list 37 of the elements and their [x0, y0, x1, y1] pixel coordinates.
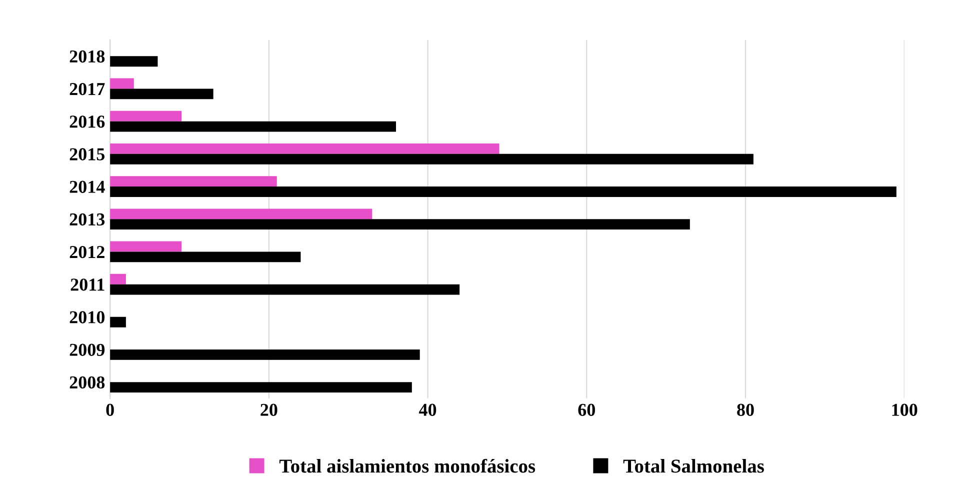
legend-label: Total aislamientos monofásicos: [279, 458, 536, 473]
x-tick-label: 100: [892, 404, 918, 416]
x-tick-label: 40: [419, 404, 436, 416]
bar: [110, 241, 182, 252]
x-tick-label: 80: [737, 404, 754, 416]
bar: [110, 219, 690, 230]
x-tick-label: 0: [106, 404, 114, 416]
bar: [110, 143, 500, 154]
legend-label: Total Salmonelas: [623, 459, 764, 473]
bar: [110, 284, 460, 295]
y-tick-label: 2010: [70, 311, 105, 324]
bar: [110, 154, 754, 164]
x-tick-label: 20: [260, 404, 278, 416]
bar: [110, 176, 277, 187]
y-tick-label: 2013: [70, 213, 105, 226]
y-tick-label: 2008: [70, 376, 105, 389]
y-tick-label: 2017: [70, 82, 105, 96]
bar: [110, 186, 896, 197]
bar: [110, 316, 126, 328]
bar: [110, 208, 372, 220]
bar: [110, 56, 158, 67]
bar: [110, 382, 412, 393]
y-tick-label: 2012: [70, 246, 104, 258]
bar: [110, 88, 214, 100]
bar: [110, 110, 182, 122]
bar: [110, 252, 301, 262]
y-tick-label: 2018: [70, 50, 105, 63]
x-tick-label: 60: [578, 404, 595, 416]
y-tick-label: 2016: [70, 116, 105, 128]
y-tick-label: 2009: [70, 344, 105, 356]
y-tick-label: 2011: [70, 278, 104, 291]
bar: [110, 78, 134, 89]
y-tick-label: 2015: [70, 148, 105, 160]
y-tick-label: 2014: [70, 180, 105, 193]
bar: [110, 121, 396, 132]
bar: [110, 274, 126, 284]
bar: [110, 350, 420, 360]
